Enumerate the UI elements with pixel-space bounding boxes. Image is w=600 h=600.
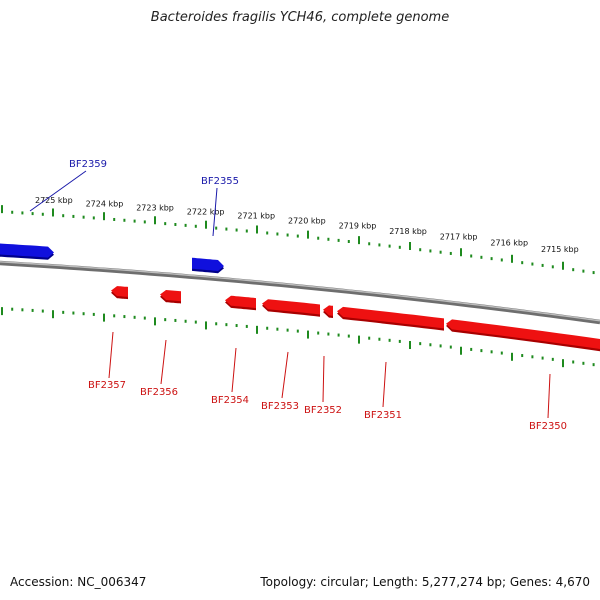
gene-label-BF2359[interactable]: BF2359 — [69, 159, 107, 170]
leader-line — [231, 347, 237, 393]
leader-line — [281, 351, 289, 399]
scale-labels: 2725 kbp 2724 kbp 2723 kbp 2722 kbp 2721 kbp… — [35, 196, 579, 254]
gene-BF2354-body — [225, 295, 256, 309]
scale-label: 2725 kbp — [35, 196, 73, 205]
scale-label: 2720 kbp — [288, 216, 326, 225]
gene-label-BF2350[interactable]: BF2350 — [529, 421, 567, 432]
gene-BF2350[interactable] — [446, 319, 600, 352]
gene-label-BF2353[interactable]: BF2353 — [261, 401, 299, 412]
gene-labels: BF2359 BF2355 BF2357 BF2356 BF2354 BF2353 BF23… — [69, 159, 567, 432]
gene-BF2357[interactable] — [111, 286, 128, 300]
inner-scale-ticks — [1, 307, 595, 368]
gene-BF2350-body — [446, 319, 600, 350]
accession-text: Accession: NC_006347 — [10, 575, 147, 589]
scale-label: 2716 kbp — [490, 239, 528, 248]
gene-BF2354[interactable] — [225, 295, 256, 311]
outer-scale-ticks — [1, 205, 595, 275]
leader-line — [212, 187, 218, 237]
gene-BF2355[interactable] — [192, 257, 224, 274]
gene-label-BF2351[interactable]: BF2351 — [364, 410, 402, 421]
gene-BF2352-body — [323, 305, 333, 316]
leader-line — [160, 339, 167, 385]
scale-label: 2722 kbp — [187, 207, 225, 216]
gene-label-BF2354[interactable]: BF2354 — [211, 395, 249, 406]
scale-label: 2718 kbp — [389, 227, 427, 236]
gene-BF2356-body — [160, 290, 181, 302]
leader-line — [322, 355, 325, 403]
gene-BF2352[interactable] — [323, 305, 333, 318]
gene-label-BF2356[interactable]: BF2356 — [140, 387, 178, 398]
gene-label-BF2357[interactable]: BF2357 — [88, 380, 126, 391]
map-title: Bacteroides fragilis YCH46, complete gen… — [150, 10, 450, 25]
label-leaders — [29, 170, 551, 419]
scale-label: 2719 kbp — [339, 221, 377, 230]
leader-line — [382, 361, 387, 408]
scale-label: 2723 kbp — [136, 203, 174, 212]
gene-BF2355-body — [192, 257, 224, 271]
leader-line — [547, 373, 551, 419]
gene-BF2356[interactable] — [160, 290, 181, 304]
gene-BF2359-body — [0, 243, 54, 258]
gene-label-BF2355[interactable]: BF2355 — [201, 176, 239, 187]
backbone-line — [0, 260, 600, 325]
scale-label: 2715 kbp — [541, 245, 579, 254]
gene-label-BF2352[interactable]: BF2352 — [304, 405, 342, 416]
genome-backbone — [0, 260, 600, 325]
gene-BF2353-body — [262, 299, 320, 315]
scale-label: 2717 kbp — [440, 233, 478, 242]
gene-BF2351[interactable] — [337, 306, 444, 331]
gene-BF2351-body — [337, 306, 444, 329]
scale-label: 2724 kbp — [86, 200, 124, 209]
gene-BF2359[interactable] — [0, 243, 54, 260]
genome-summary-text: Topology: circular; Length: 5,277,274 bp… — [260, 575, 590, 589]
leader-line — [108, 331, 114, 379]
gene-BF2357-body — [111, 286, 128, 297]
leader-line — [29, 170, 87, 212]
scale-label: 2721 kbp — [237, 212, 275, 221]
backbone-highlight — [0, 261, 600, 322]
gene-features — [0, 243, 600, 352]
gene-BF2353[interactable] — [262, 299, 320, 317]
